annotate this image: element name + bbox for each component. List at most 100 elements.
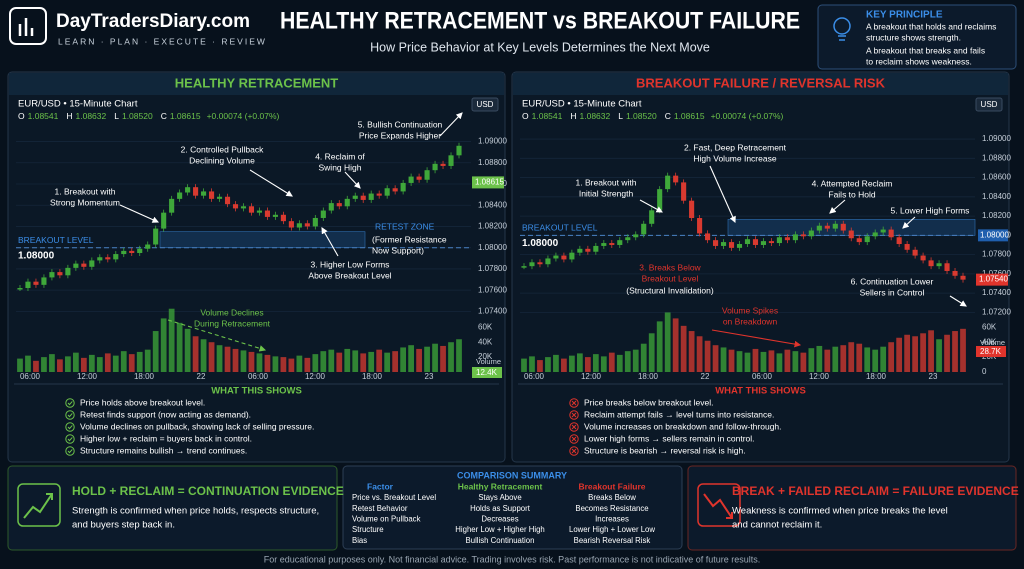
candle-body xyxy=(248,206,255,213)
candle-body xyxy=(673,175,679,183)
list-icon xyxy=(65,422,75,432)
volume-bar xyxy=(232,348,239,372)
candle-body xyxy=(792,234,798,241)
volume-tick-label: 60K xyxy=(478,322,493,331)
x-tick-label: 23 xyxy=(425,372,434,381)
candle-body xyxy=(440,163,446,166)
logo-icon xyxy=(9,7,47,45)
volume-bar xyxy=(808,348,815,372)
volume-bar xyxy=(656,321,663,372)
evidence-box xyxy=(687,465,1017,551)
candle-body xyxy=(832,223,838,229)
panel-header xyxy=(513,73,1008,95)
evidence-text: and buyers step back in. xyxy=(72,520,175,531)
summary-cell: Holds as Support xyxy=(470,504,531,513)
volume-bar xyxy=(672,318,679,372)
list-icon xyxy=(569,398,579,408)
volume-bar xyxy=(368,351,375,372)
ohlc-value: 1.08632 xyxy=(580,111,611,121)
annotation: 5. Lower High Forms xyxy=(891,205,970,215)
candle-body xyxy=(537,262,543,265)
candle-body xyxy=(784,237,790,241)
volume-bar xyxy=(264,354,271,372)
summary-cell: Increases xyxy=(595,514,629,523)
volume-bar xyxy=(928,330,934,372)
candle-body xyxy=(625,237,631,241)
y-tick-label: 1.08000 xyxy=(478,243,507,252)
volume-bar xyxy=(72,352,79,372)
candle-body xyxy=(201,191,207,196)
candle-body xyxy=(824,225,830,229)
ohlc-value: 1.08615 xyxy=(170,111,201,121)
x-tick-label: 22 xyxy=(197,372,206,381)
ohlc: O 1.08541 H 1.08632 L 1.08520 C 1.08615 +0.00074… xyxy=(522,111,784,121)
candle-body xyxy=(113,254,119,260)
candle-body xyxy=(57,272,63,276)
volume-bar xyxy=(80,357,87,372)
x-tick-label: 12:00 xyxy=(305,372,326,381)
evidence-title: HOLD + RECLAIM = CONTINUATION EVIDENCE xyxy=(72,484,344,498)
annotation-arrow xyxy=(344,171,361,189)
x-tick-label: 23 xyxy=(929,372,938,381)
summary-cell: Bias xyxy=(352,536,367,545)
volume-bar xyxy=(600,356,607,372)
volume-bar xyxy=(336,352,343,372)
volume-bar xyxy=(216,345,223,372)
breakout-level-title: BREAKOUT LEVEL xyxy=(522,223,598,233)
bulb-base xyxy=(838,35,846,41)
candle-body xyxy=(872,232,878,237)
y-tick-label: 1.08800 xyxy=(982,153,1011,162)
list-icon-glyph xyxy=(571,424,577,430)
candle-body xyxy=(161,212,167,229)
summary-column-head: Healthy Retracement xyxy=(458,481,543,491)
annotation-arrow xyxy=(321,227,339,257)
volume-bar xyxy=(728,349,735,372)
volume-bar xyxy=(840,345,847,372)
annotation-arrow xyxy=(709,165,736,224)
last-price-tag xyxy=(976,273,1008,286)
volume-bar xyxy=(328,349,335,372)
volume-bar xyxy=(448,342,454,372)
candle-body xyxy=(776,237,782,244)
x-tick-label: 12:00 xyxy=(581,372,602,381)
ohlc-value: 1.08632 xyxy=(76,111,107,121)
candle-body xyxy=(288,221,294,228)
what-item: Structure is bearish → reversal risk is … xyxy=(584,445,746,455)
annotation-arrow xyxy=(949,295,967,307)
currency: USD xyxy=(981,100,998,109)
ohlc: O 1.08541 H 1.08632 L 1.08520 C 1.08615 +0.00074… xyxy=(18,111,280,121)
volume-bar xyxy=(376,349,383,372)
list-icon xyxy=(569,434,579,444)
y-tick-label: 1.09000 xyxy=(478,137,507,146)
volume-bar xyxy=(561,358,567,372)
list-icon xyxy=(569,422,579,432)
volume-bar xyxy=(744,352,751,372)
candle-body xyxy=(408,176,414,183)
symbol: EUR/USD • 15-Minute Chart xyxy=(522,99,642,110)
candle-body xyxy=(17,288,23,290)
volume-bar xyxy=(128,354,135,372)
candle-body xyxy=(744,239,751,245)
volume-bar xyxy=(41,357,47,372)
volume-label: Volume xyxy=(476,357,501,366)
last-price-tag xyxy=(472,176,504,189)
currency-badge xyxy=(975,97,1003,112)
candle-body xyxy=(912,249,918,256)
annotation: Volume Spikes xyxy=(722,305,778,315)
volume-tag-label: 28.7K xyxy=(980,347,1002,356)
annotation: Initial Strength xyxy=(579,188,634,198)
volume-bar xyxy=(936,339,942,372)
volume-bar xyxy=(712,345,719,372)
evidence-icon-arrow xyxy=(23,493,53,519)
candle-body xyxy=(344,198,350,207)
candle-body xyxy=(808,230,814,237)
volume-bar xyxy=(537,360,543,372)
candle-body xyxy=(760,241,767,245)
volume-bar xyxy=(344,348,351,372)
evidence-box xyxy=(7,465,338,551)
annotation: Declining Volume xyxy=(189,155,255,165)
what-item: Lower high forms → sellers remain in con… xyxy=(584,433,755,443)
x-tick-label: 12:00 xyxy=(809,372,830,381)
candle-body xyxy=(816,225,822,231)
